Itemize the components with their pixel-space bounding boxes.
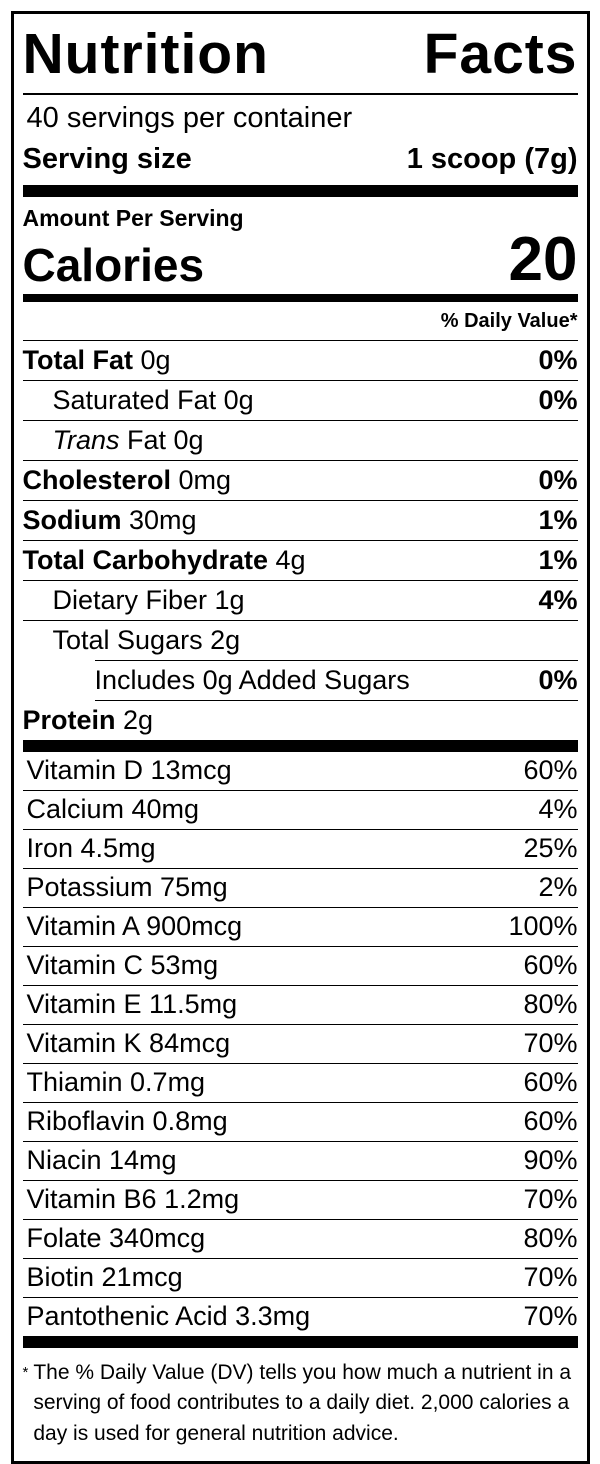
vitamin-row: Potassium 75mg 2% [22, 869, 578, 908]
vitamin-daily-value: 60% [523, 754, 578, 785]
vitamin-mineral-rows: Vitamin D 13mcg 60% Calcium 40mg 4% Iron… [22, 752, 578, 1336]
nutrient-row: Total Carbohydrate 4g 1% [22, 541, 578, 581]
nutrient-row: Total Fat 0g 0% [22, 341, 578, 381]
vitamin-name: Biotin 21mcg [26, 1261, 183, 1292]
vitamin-name: Niacin 14mg [26, 1144, 177, 1175]
vitamin-daily-value: 4% [538, 793, 578, 824]
vitamin-row: Calcium 40mg 4% [22, 791, 578, 830]
nutrient-row: Protein 2g [23, 701, 578, 740]
vitamin-daily-value: 2% [538, 871, 578, 902]
vitamin-row: Vitamin E 11.5mg 80% [22, 986, 578, 1025]
vitamin-daily-value: 80% [523, 1222, 578, 1253]
vitamin-name: Riboflavin 0.8mg [26, 1105, 228, 1136]
calories-label: Calories [22, 238, 205, 291]
daily-value-footnote: * The % Daily Value (DV) tells you how m… [23, 1348, 578, 1461]
vitamin-row: Biotin 21mcg 70% [22, 1259, 578, 1298]
vitamin-name: Vitamin K 84mcg [26, 1027, 231, 1058]
vitamin-daily-value: 25% [523, 832, 578, 863]
nutrient-name: Total Sugars 2g [52, 624, 241, 655]
serving-size-value: 1 scoop (7g) [406, 143, 578, 175]
nutrient-daily-value: 4% [538, 584, 578, 615]
serving-size-label: Serving size [22, 143, 192, 175]
nutrient-row: Trans Fat 0g [22, 421, 578, 461]
vitamin-row: Vitamin B6 1.2mg 70% [22, 1181, 578, 1220]
label-title: Nutrition Facts [22, 14, 578, 95]
vitamin-name: Vitamin B6 1.2mg [26, 1183, 240, 1214]
vitamin-row: Vitamin C 53mg 60% [22, 947, 578, 986]
main-nutrient-rows: Total Fat 0g 0% Saturated Fat 0g 0% Tran… [22, 341, 578, 740]
vitamin-row: Vitamin A 900mcg 100% [22, 908, 578, 947]
vitamin-name: Vitamin D 13mcg [26, 754, 232, 785]
calories-value: 20 [508, 225, 578, 294]
nutrient-row: Includes 0g Added Sugars 0% [94, 659, 578, 701]
nutrient-row: Cholesterol 0mg 0% [22, 461, 578, 501]
nutrient-name: Saturated Fat 0g [52, 384, 254, 415]
nutrient-name: Sodium 30mg [22, 504, 197, 535]
vitamin-name: Thiamin 0.7mg [26, 1066, 206, 1097]
vitamin-name: Calcium 40mg [26, 793, 200, 824]
daily-value-header: % Daily Value* [22, 302, 578, 341]
vitamin-daily-value: 80% [523, 988, 578, 1019]
vitamin-name: Potassium 75mg [26, 871, 228, 902]
divider-thick-middle [22, 739, 578, 752]
vitamin-daily-value: 60% [523, 1066, 578, 1097]
vitamin-daily-value: 100% [508, 910, 578, 941]
vitamin-row: Vitamin D 13mcg 60% [22, 752, 578, 791]
nutrient-name: Cholesterol 0mg [22, 464, 232, 495]
vitamin-daily-value: 70% [523, 1300, 578, 1331]
nutrient-name: Total Fat 0g [22, 344, 171, 375]
vitamin-daily-value: 60% [523, 1105, 578, 1136]
nutrient-row: Saturated Fat 0g 0% [22, 381, 578, 421]
vitamin-row: Niacin 14mg 90% [22, 1142, 578, 1181]
servings-per-container: 40 servings per container [26, 102, 353, 134]
footnote-text: The % Daily Value (DV) tells you how muc… [33, 1360, 572, 1445]
nutrient-daily-value: 0% [538, 344, 578, 375]
vitamin-daily-value: 90% [523, 1144, 578, 1175]
nutrient-daily-value: 1% [538, 504, 578, 535]
vitamin-row: Vitamin K 84mcg 70% [22, 1025, 578, 1064]
calories-row: Calories 20 [22, 225, 578, 294]
divider-thick-bottom [22, 1335, 578, 1348]
vitamin-daily-value: 70% [523, 1027, 578, 1058]
nutrient-name: Dietary Fiber 1g [52, 584, 245, 615]
nutrient-daily-value: 1% [538, 544, 578, 575]
vitamin-name: Iron 4.5mg [26, 832, 156, 863]
nutrient-row: Dietary Fiber 1g 4% [22, 581, 578, 621]
vitamin-name: Folate 340mcg [26, 1222, 206, 1253]
vitamin-row: Thiamin 0.7mg 60% [22, 1064, 578, 1103]
nutrient-daily-value: 0% [538, 384, 578, 415]
nutrient-row: Sodium 30mg 1% [22, 501, 578, 541]
divider-medium [22, 293, 578, 302]
nutrient-name: Protein 2g [22, 704, 154, 735]
vitamin-daily-value: 60% [523, 949, 578, 980]
vitamin-name: Pantothenic Acid 3.3mg [26, 1300, 311, 1331]
vitamin-row: Riboflavin 0.8mg 60% [22, 1103, 578, 1142]
footnote-asterisk: * [22, 1363, 29, 1381]
serving-size-row: Serving size 1 scoop (7g) [23, 138, 578, 185]
nutrient-row: Total Sugars 2g [23, 621, 578, 660]
nutrient-daily-value: 0% [538, 664, 578, 695]
vitamin-name: Vitamin A 900mcg [26, 910, 243, 941]
divider-thick-top [22, 185, 578, 197]
nutrient-name: Trans Fat 0g [52, 424, 204, 455]
nutrition-facts-label: Nutrition Facts 40 servings per containe… [10, 11, 590, 1464]
vitamin-row: Pantothenic Acid 3.3mg 70% [23, 1298, 578, 1336]
nutrient-name: Includes 0g Added Sugars [94, 664, 410, 695]
nutrient-name: Total Carbohydrate 4g [22, 544, 306, 575]
vitamin-row: Iron 4.5mg 25% [22, 830, 578, 869]
nutrient-daily-value: 0% [538, 464, 578, 495]
vitamin-name: Vitamin E 11.5mg [26, 988, 238, 1019]
vitamin-name: Vitamin C 53mg [26, 949, 219, 980]
amount-per-serving-label: Amount Per Serving [22, 205, 244, 231]
vitamin-row: Folate 340mcg 80% [22, 1220, 578, 1259]
vitamin-daily-value: 70% [523, 1183, 578, 1214]
vitamin-daily-value: 70% [523, 1261, 578, 1292]
